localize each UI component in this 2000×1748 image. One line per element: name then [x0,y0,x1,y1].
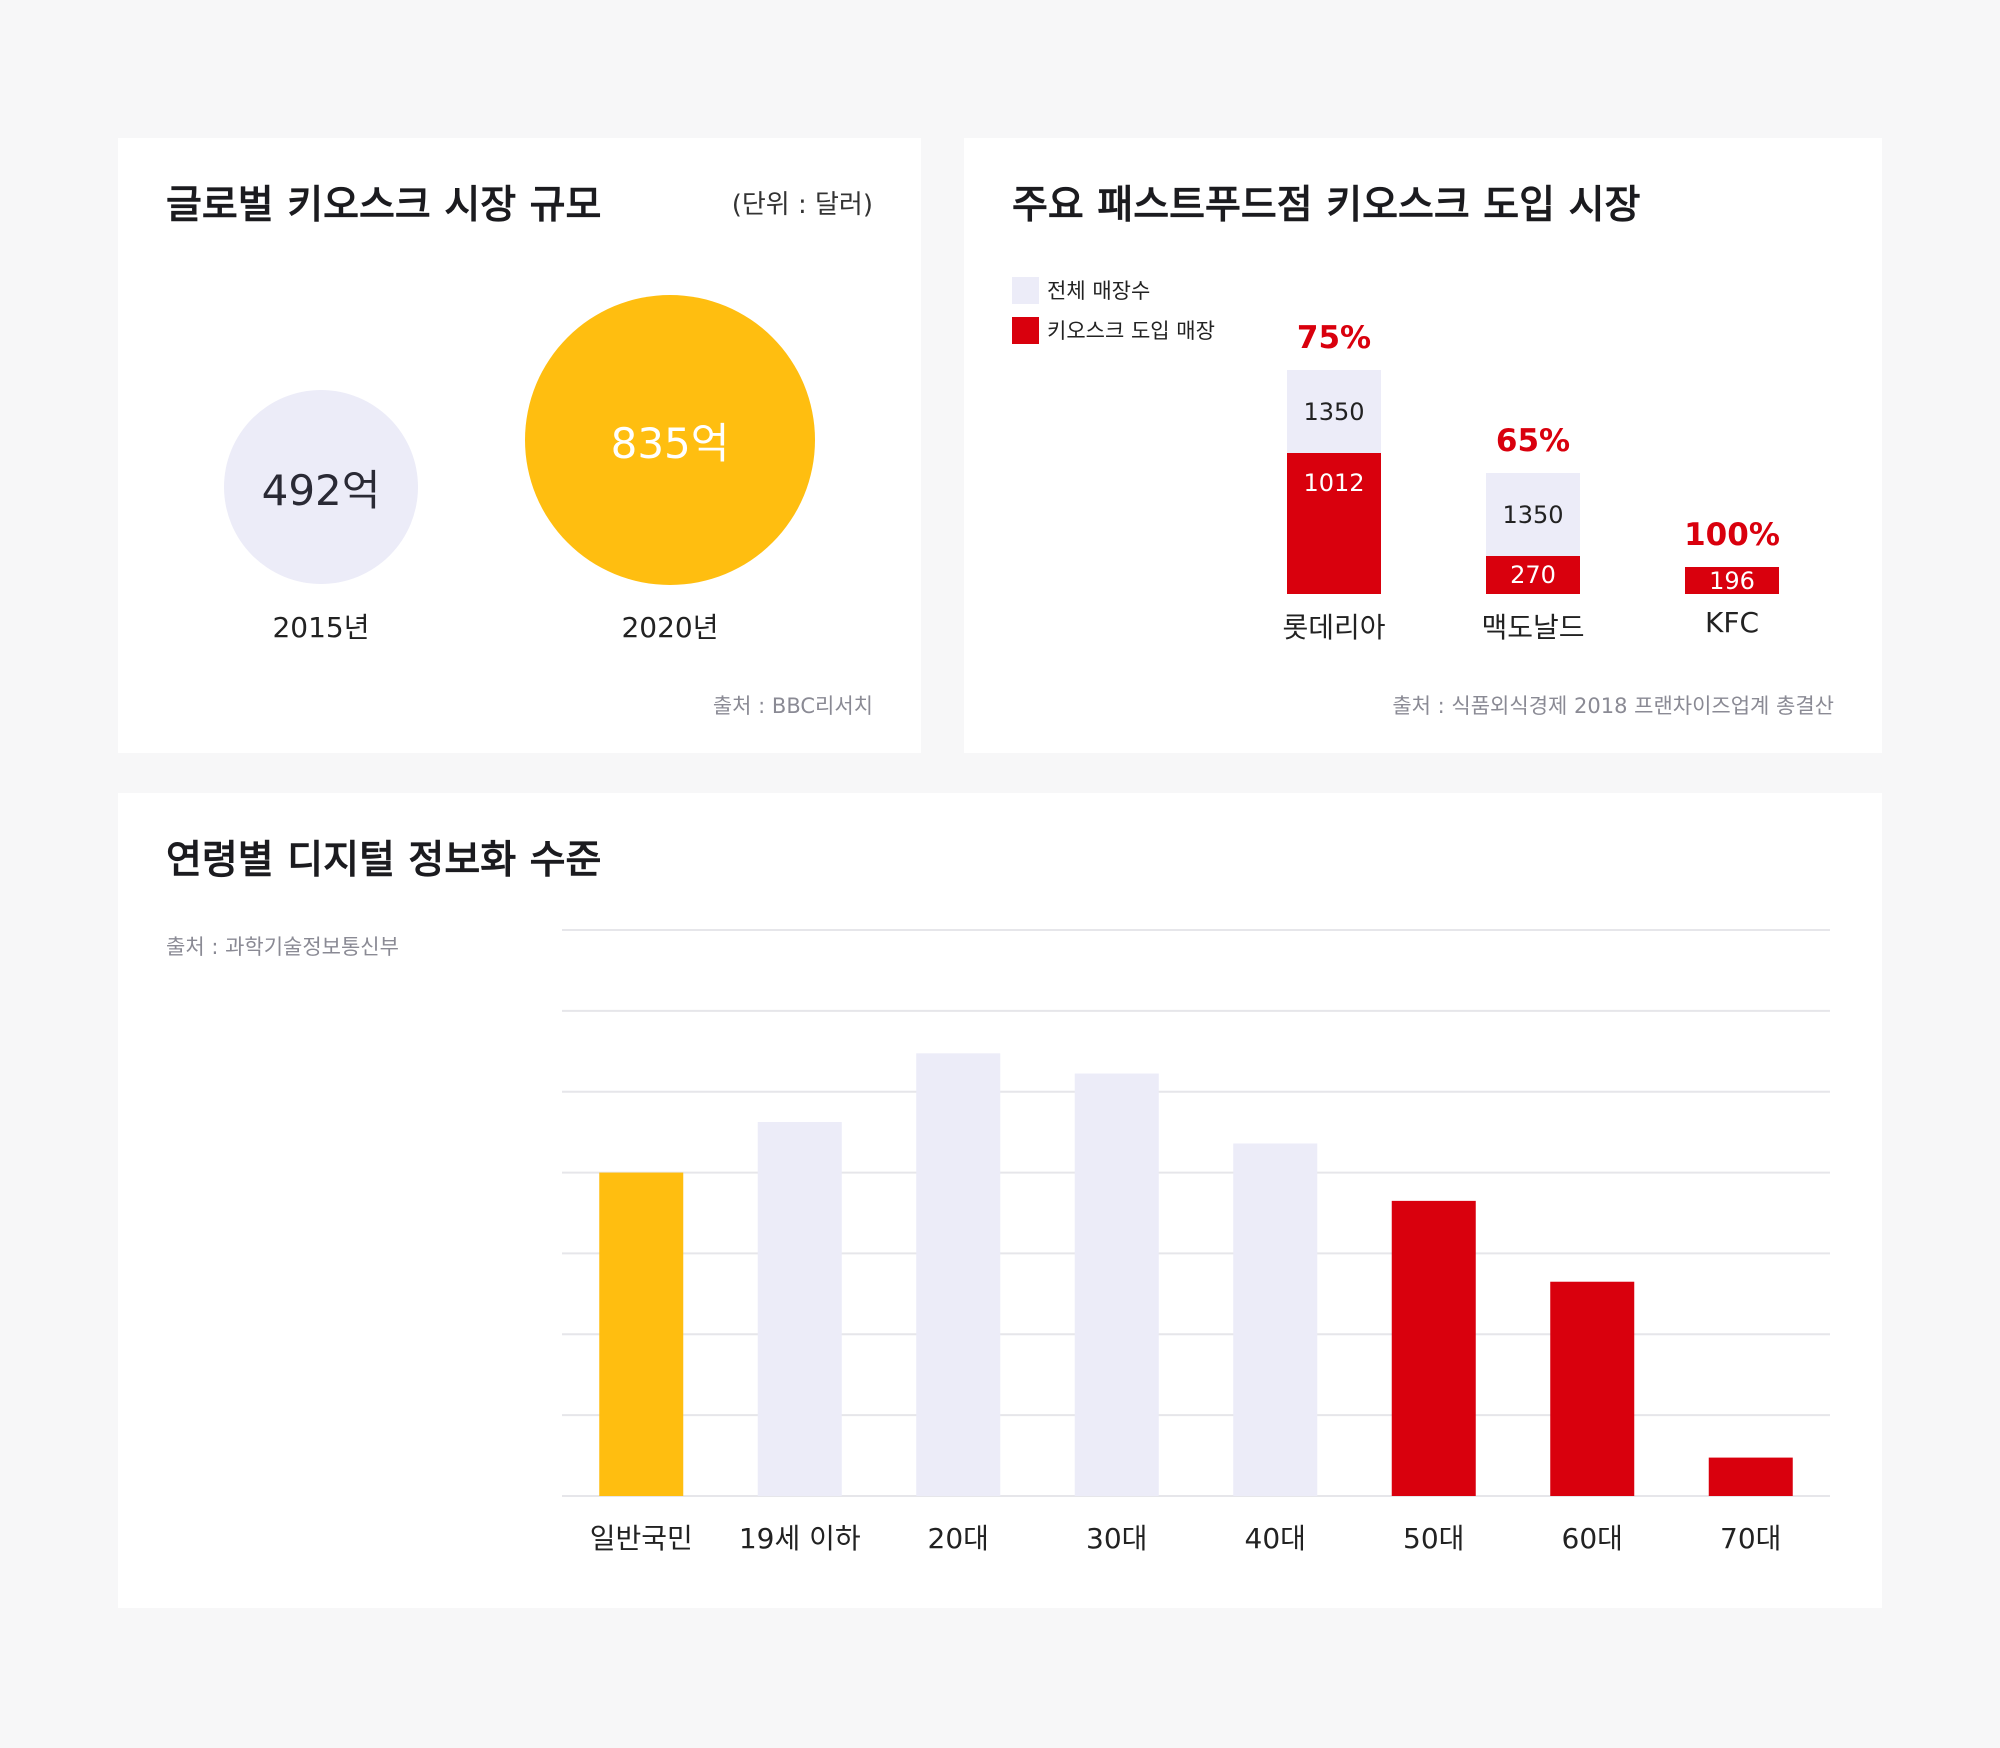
fastfood-category-label: 맥도날드 [1481,611,1585,644]
fastfood-bar-adopted: 1012 [1287,453,1381,594]
digital-source: 출처 : 과학기술정보통신부 [166,935,399,959]
fastfood-bar-adopted: 196 [1685,566,1779,595]
bubble-2015: 492억 [224,390,418,584]
age-category-label: 40대 [1245,1522,1306,1555]
fastfood-source: 출처 : 식품외식경제 2018 프랜차이즈업계 총결산 [1392,694,1834,718]
fastfood-kiosk-card: 주요 패스트푸드점 키오스크 도입 시장 전체 매장수 키오스크 도입 매장 1… [964,138,1882,753]
age-bar [757,1122,842,1496]
fastfood-total-value: 1350 [1303,397,1365,426]
legend-adopt: 키오스크 도입 매장 [1012,315,1215,345]
age-bar [1550,1281,1635,1496]
fastfood-bar-group: 1012 1350 75% 롯데리아 [1282,138,1385,753]
fastfood-adopted-value: 270 [1510,561,1556,589]
market-size-card: 글로벌 키오스크 시장 규모 (단위 : 달러) 492억 2015년 835억… [118,138,921,753]
age-category-label: 70대 [1720,1522,1781,1555]
bubble-value-2020: 835억 [610,418,730,468]
age-bar [599,1172,684,1496]
legend-label-total: 전체 매장수 [1047,279,1151,303]
year-label-2015: 2015년 [272,611,370,644]
market-source: 출처 : BBC리서치 [712,694,873,718]
fastfood-percent-label: 100% [1684,517,1780,553]
bubble-value-2015: 492억 [261,465,381,515]
fastfood-title: 주요 패스트푸드점 키오스크 도입 시장 [1012,183,1641,228]
age-category-label: 30대 [1086,1522,1147,1555]
fastfood-bar-group: 196 100% KFC [1684,138,1780,753]
age-category-label: 50대 [1403,1522,1464,1555]
age-bar [1708,1457,1793,1496]
legend-swatch-total [1012,276,1039,304]
year-label-2020: 2020년 [621,611,719,644]
digital-level-chart: 일반국민 19세 이하 20대 30대 40대 50대 60대 70대 [562,929,1830,1555]
unit-label: (단위 : 달러) [731,190,873,220]
age-category-label: 20대 [928,1522,989,1555]
age-category-label: 일반국민 [590,1522,693,1555]
fastfood-adopted-value: 1012 [1303,469,1365,497]
age-bar [1074,1073,1159,1496]
fastfood-category-label: KFC [1704,606,1760,639]
bubble-2020: 835억 [525,295,815,585]
fastfood-adopted-value: 196 [1709,566,1755,595]
fastfood-category-label: 롯데리아 [1282,611,1386,644]
age-bar [1233,1143,1318,1496]
fastfood-bar-total: 1350 [1486,473,1580,556]
fastfood-bar-total: 1350 [1287,370,1381,453]
fastfood-percent-label: 75% [1296,320,1372,356]
digital-title: 연령별 디지털 정보화 수준 [166,838,602,883]
age-category-label: 19세 이하 [739,1522,861,1555]
fastfood-total-value: 1350 [1502,500,1564,529]
market-title: 글로벌 키오스크 시장 규모 [166,183,602,228]
age-category-label: 60대 [1562,1522,1623,1555]
fastfood-bar-group: 270 1350 65% 맥도날드 [1481,138,1584,753]
legend-swatch-adopt [1012,316,1039,344]
legend-label-adopt: 키오스크 도입 매장 [1047,319,1215,343]
fastfood-percent-label: 65% [1495,423,1571,459]
age-bar [916,1053,1001,1496]
legend-total: 전체 매장수 [1012,275,1150,305]
digital-level-card: 일반국민 19세 이하 20대 30대 40대 50대 60대 70대 연령별 디지털 정보화… [118,793,1882,1608]
age-bar [1391,1200,1476,1496]
fastfood-bar-adopted: 270 [1486,556,1580,594]
